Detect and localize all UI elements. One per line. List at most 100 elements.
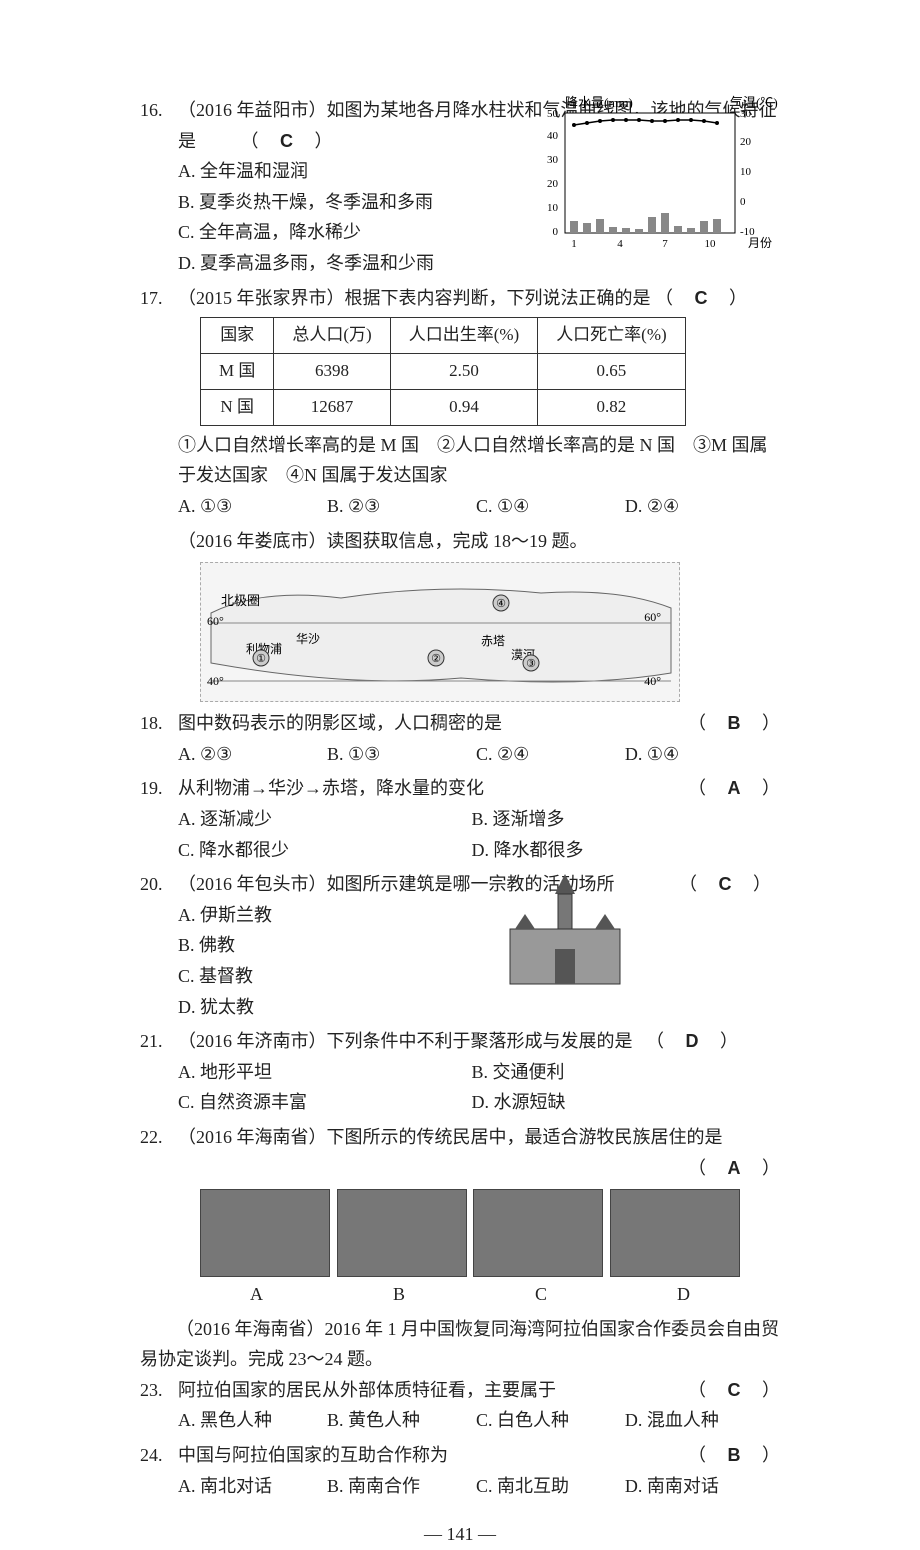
photo-label-c: C [535,1279,547,1310]
q19-opt-a: A. 逐渐减少 [178,804,467,835]
svg-text:20: 20 [547,178,559,190]
q22-stem: （2016 年海南省）下图所示的传统民居中，最适合游牧民族居住的是 [178,1127,723,1147]
q20-opt-d: D. 犹太教 [178,992,494,1023]
q17-number: 17. [140,283,178,314]
q18-opt-a: A. ②③ [178,739,322,770]
q19-answer: A [724,773,744,804]
q20-opt-c: C. 基督教 [178,961,494,992]
th-death: 人口死亡率(%) [538,318,685,354]
q18-opt-b: B. ①③ [327,739,471,770]
q21-opt-b: B. 交通便利 [471,1057,760,1088]
q17-opt-c: C. ①④ [476,491,620,522]
photo-label-a: A [250,1279,263,1310]
svg-text:40: 40 [547,130,559,142]
svg-text:4: 4 [617,238,623,250]
q23-opt-a: A. 黑色人种 [178,1405,322,1436]
th-country: 国家 [201,318,274,354]
q21-opt-a: A. 地形平坦 [178,1057,467,1088]
q19-opt-d: D. 降水都很多 [471,835,760,866]
q23-opt-c: C. 白色人种 [476,1405,620,1436]
svg-text:①: ① [256,653,266,665]
svg-text:华沙: 华沙 [296,632,320,646]
photo-label-d: D [677,1279,690,1310]
svg-text:7: 7 [662,238,668,250]
q19-number: 19. [140,773,178,804]
question-22: 22. （2016 年海南省）下图所示的传统民居中，最适合游牧民族居住的是 （ … [140,1122,780,1310]
question-18: 18. 图中数码表示的阴影区域，人口稠密的是 （ B ） A. ②③ B. ①③… [140,708,780,769]
q24-stem: 中国与阿拉伯国家的互助合作称为 [178,1445,448,1465]
q17-stem: （2015 年张家界市）根据下表内容判断，下列说法正确的是 [178,288,651,308]
q16-number: 16. [140,95,178,126]
question-21: 21. （2016 年济南市）下列条件中不利于聚落形成与发展的是 （ D ） A… [140,1026,780,1118]
q24-opt-d: D. 南南对话 [625,1471,769,1502]
eurasia-map: 北极圈 60° 60° 40° 40° 利物浦 华沙 赤塔 漠河 ① ② ③ ④ [200,562,680,702]
climate-chart: 降水量(mm) 气温(℃) 0 10 20 30 40 50 -10 0 10 … [530,95,780,255]
photo-a [200,1189,330,1277]
table-row: M 国 6398 2.50 0.65 [201,354,686,390]
q17-note: ①人口自然增长率高的是 M 国 ②人口自然增长率高的是 N 国 ③M 国属于发达… [140,430,780,491]
q16-answer: C [277,126,297,157]
q16-opt-c: C. 全年高温，降水稀少 [178,217,454,248]
q17-opt-b: B. ②③ [327,491,471,522]
svg-text:1: 1 [571,238,577,250]
passage-23-24: （2016 年海南省）2016 年 1 月中国恢复同海湾阿拉伯国家合作委员会自由… [140,1314,780,1375]
question-23: 23. 阿拉伯国家的居民从外部体质特征看，主要属于 （ C ） A. 黑色人种 … [140,1375,780,1436]
q24-number: 24. [140,1440,178,1471]
svg-text:60°: 60° [644,610,661,624]
q22-answer: A [724,1153,744,1184]
page-number: — 141 — [140,1519,780,1550]
svg-text:10: 10 [740,166,752,178]
q18-number: 18. [140,708,178,739]
q21-stem: （2016 年济南市）下列条件中不利于聚落形成与发展的是 [178,1031,633,1051]
q19-opt-b: B. 逐渐增多 [471,804,760,835]
q18-opt-d: D. ①④ [625,739,769,770]
photo-label-b: B [393,1279,405,1310]
q17-answer: C [691,283,711,314]
svg-text:40°: 40° [207,674,224,688]
q24-opt-c: C. 南北互助 [476,1471,620,1502]
svg-text:赤塔: 赤塔 [481,634,505,648]
th-pop: 总人口(万) [274,318,390,354]
svg-text:30: 30 [547,154,559,166]
svg-text:0: 0 [553,226,559,238]
passage-18-19: （2016 年娄底市）读图获取信息，完成 18～19 题。 [140,526,780,557]
photo-b [337,1189,467,1277]
svg-text:②: ② [431,653,441,665]
x-axis-title: 月份 [748,236,772,250]
q23-opt-d: D. 混血人种 [625,1405,769,1436]
q17-opt-d: D. ②④ [625,491,769,522]
q23-number: 23. [140,1375,178,1406]
svg-text:0: 0 [740,196,746,208]
question-20: 20. （2016 年包头市）如图所示建筑是哪一宗教的活动场所 （ C ） A.… [140,869,780,1022]
q18-answer: B [724,708,744,739]
q21-opt-d: D. 水源短缺 [471,1087,760,1118]
q23-stem: 阿拉伯国家的居民从外部体质特征看，主要属于 [178,1380,556,1400]
svg-text:③: ③ [526,658,536,670]
q22-number: 22. [140,1122,178,1153]
question-17: 17. （2015 年张家界市）根据下表内容判断，下列说法正确的是 （ C ） … [140,283,780,522]
svg-text:20: 20 [740,136,752,148]
question-24: 24. 中国与阿拉伯国家的互助合作称为 （ B ） A. 南北对话 B. 南南合… [140,1440,780,1501]
q24-answer: B [724,1440,744,1471]
svg-text:④: ④ [496,598,506,610]
svg-text:50: 50 [547,108,559,120]
q16-opt-d: D. 夏季高温多雨，冬季温和少雨 [178,248,454,279]
photo-c [473,1189,603,1277]
q17-table: 国家 总人口(万) 人口出生率(%) 人口死亡率(%) M 国 6398 2.5… [200,317,686,426]
q20-opt-b: B. 佛教 [178,930,494,961]
question-19: 19. 从利物浦→华沙→赤塔，降水量的变化 （ A ） A. 逐渐减少 B. 逐… [140,773,780,865]
q23-answer: C [724,1375,744,1406]
precip-axis-title: 降水量(mm) [565,95,633,110]
q17-opt-a: A. ①③ [178,491,322,522]
svg-text:北极圈: 北极圈 [221,593,260,608]
q21-answer: D [682,1026,702,1057]
q19-opt-c: C. 降水都很少 [178,835,467,866]
q18-opt-c: C. ②④ [476,739,620,770]
q23-opt-b: B. 黄色人种 [327,1405,471,1436]
table-row: N 国 12687 0.94 0.82 [201,389,686,425]
q16-opt-b: B. 夏季炎热干燥，冬季温和多雨 [178,187,454,218]
photo-d [610,1189,740,1277]
church-image [500,869,630,989]
q20-number: 20. [140,869,178,900]
q20-opt-a: A. 伊斯兰教 [178,900,494,931]
